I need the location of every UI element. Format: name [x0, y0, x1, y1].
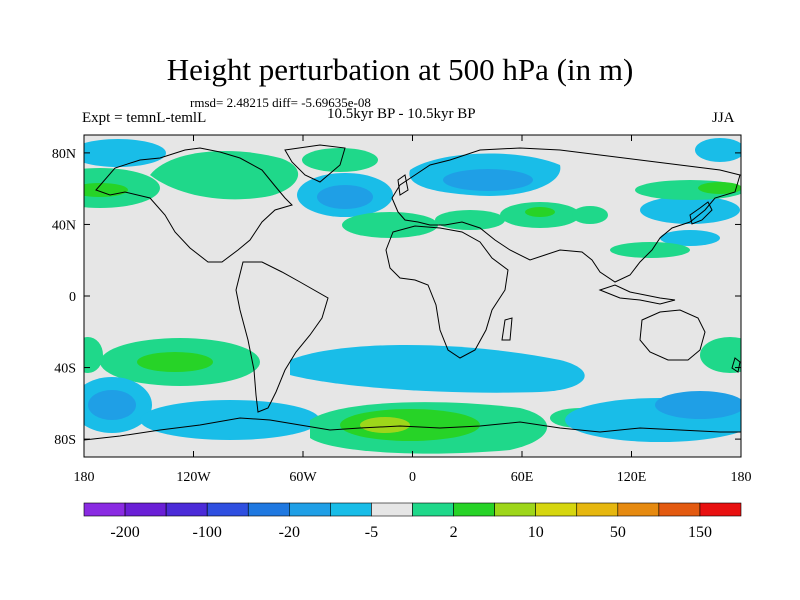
colorbar-label: -5 [365, 524, 378, 541]
contour-region-east-asia-positive [610, 180, 741, 258]
coastline-north-america [95, 147, 293, 263]
experiment-label: Expt = temnL-temlL [82, 110, 207, 126]
contour-region-north-atlantic-negative [297, 173, 393, 217]
contour-region-greenland-positive [302, 148, 378, 172]
colorbar-box [83, 502, 126, 517]
coastline-australia [639, 309, 706, 361]
lon-tick-label: 120E [617, 470, 647, 485]
contour-region-south-atlantic-negative [290, 345, 585, 393]
coastline-greenland [284, 144, 346, 183]
contour-region-north-america-positive [150, 151, 299, 200]
colorbar: -200 -100 -20 -5 2 10 50 150 [83, 502, 742, 541]
colorbar-label: 10 [528, 524, 544, 541]
colorbar-label: -100 [193, 524, 222, 541]
coastline-british-isles [397, 174, 409, 196]
period-label: 10.5kyr BP - 10.5kyr BP [327, 106, 476, 122]
colorbar-box [206, 502, 249, 517]
colorbar-box [330, 502, 372, 517]
colorbar-box [124, 502, 167, 517]
lon-tick-label: 180 [74, 470, 95, 485]
longitude-axis: 180 120W 60W 0 60E 120E 180 [74, 135, 752, 485]
coastline-layer [84, 144, 741, 441]
colorbar-label: -20 [279, 524, 300, 541]
lon-tick-label: 60W [289, 470, 317, 485]
contour-region-north-pacific-positive [84, 168, 160, 208]
contour-region-arctic-negative [84, 139, 166, 167]
lat-tick-label: 40N [52, 218, 76, 233]
colorbar-label: -200 [110, 524, 139, 541]
colorbar-label: 2 [450, 524, 458, 541]
lat-tick-label: 0 [69, 290, 76, 305]
contour-region-mediterranean-positive [342, 202, 608, 238]
coastline-japan [689, 201, 713, 225]
colorbar-box [699, 502, 742, 517]
contour-region-eurasia-negative [409, 153, 561, 196]
lon-tick-label: 60E [511, 470, 534, 485]
colorbar-box [247, 502, 290, 517]
coastline-new-zealand [731, 357, 741, 373]
contour-region-west-pacific-negative [640, 138, 741, 246]
plot-title: Height perturbation at 500 hPa (in m) [166, 52, 634, 87]
lat-tick-label: 80N [52, 147, 76, 162]
colorbar-box [412, 502, 454, 517]
coastline-eurasia [391, 147, 741, 283]
latitude-axis: 80N 40N 0 40S 80S [52, 147, 741, 448]
stats-text: rmsd= 2.48215 diff= -5.69635e-08 [190, 95, 371, 110]
colorbar-box [453, 502, 495, 517]
lon-tick-label: 180 [731, 470, 752, 485]
colorbar-box [494, 502, 536, 517]
colorbar-box [658, 502, 701, 517]
colorbar-box [576, 502, 619, 517]
coastline-africa [385, 225, 509, 359]
contour-region-south-pacific-positive [100, 338, 260, 386]
coastline-indonesia [598, 284, 676, 305]
map-panel: 80N 40N 0 40S 80S 180 120W 60W 0 60E 120E 180 [52, 134, 752, 485]
lon-tick-label: 0 [409, 470, 416, 485]
coastline-south-america [235, 261, 329, 413]
colorbar-box [535, 502, 578, 517]
lat-tick-label: 40S [54, 362, 76, 377]
coastline-antarctica [84, 417, 741, 441]
lat-tick-label: 80S [54, 433, 76, 448]
contour-region-tasman-positive [84, 337, 741, 373]
colorbar-box [617, 502, 660, 517]
colorbar-label: 150 [688, 524, 712, 541]
season-label: JJA [712, 110, 735, 126]
colorbar-box [289, 502, 331, 517]
coastline-madagascar [501, 317, 513, 341]
lon-tick-label: 120W [176, 470, 211, 485]
colorbar-box [165, 502, 208, 517]
colorbar-label: 50 [610, 524, 626, 541]
colorbar-box [371, 502, 413, 517]
contour-region-south-pacific-west-negative [84, 377, 152, 433]
